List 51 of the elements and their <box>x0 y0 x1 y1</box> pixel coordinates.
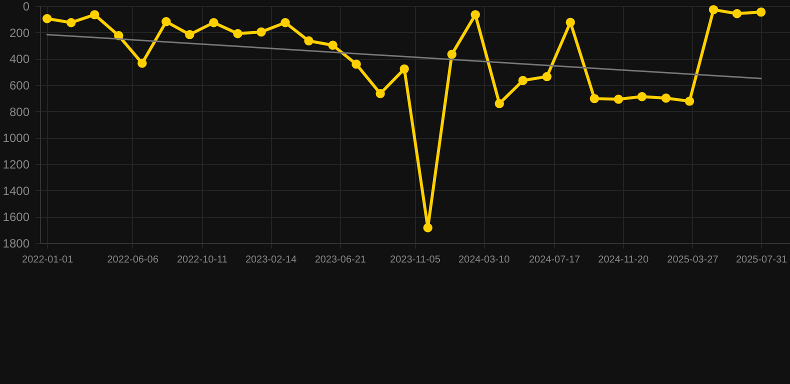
y-tick-label: 200 <box>9 26 30 40</box>
x-tick-label: 2024-03-10 <box>458 254 510 266</box>
point <box>614 94 624 104</box>
point <box>138 58 147 68</box>
point <box>280 18 290 28</box>
point <box>732 9 742 18</box>
point <box>233 29 242 38</box>
point <box>256 27 266 37</box>
point <box>470 10 480 20</box>
point <box>566 18 576 27</box>
point <box>447 50 456 59</box>
y-tick-label: 1800 <box>2 236 30 250</box>
y-tick-label: 600 <box>9 78 30 92</box>
y-tick-label: 1600 <box>2 210 30 224</box>
point <box>328 40 338 50</box>
x-tick-label: 2023-02-14 <box>245 254 298 266</box>
x-tick-label: 2025-07-31 <box>736 254 788 266</box>
x-tick-label: 2022-10-11 <box>176 254 228 266</box>
point <box>684 96 694 106</box>
point <box>637 92 647 102</box>
y-tick-label: 0 <box>22 0 30 14</box>
x-tick-label: 2024-11-20 <box>598 254 649 266</box>
point <box>590 94 600 104</box>
point <box>542 72 552 82</box>
point <box>162 17 171 26</box>
point <box>518 76 528 86</box>
point <box>400 64 409 74</box>
x-tick-label: 2022-06-06 <box>107 254 159 266</box>
point <box>90 10 100 20</box>
y-tick-label: 400 <box>9 52 30 66</box>
point <box>661 94 671 103</box>
y-tick-label: 1200 <box>2 158 30 172</box>
point <box>66 18 76 28</box>
x-tick-label: 2024-07-17 <box>528 254 581 266</box>
x-tick-label: 2023-06-21 <box>314 254 366 266</box>
point <box>185 30 194 40</box>
point <box>352 60 361 69</box>
y-tick-label: 1400 <box>2 184 30 198</box>
x-tick-label: 2025-03-27 <box>667 254 719 266</box>
point <box>423 223 432 232</box>
point <box>708 5 718 14</box>
point <box>209 18 218 28</box>
point <box>376 88 385 98</box>
point <box>494 98 504 108</box>
y-tick-label: 800 <box>9 104 30 119</box>
x-tick-label: 2022-01-01 <box>22 254 74 266</box>
x-tick-label: 2023-11-05 <box>390 254 441 266</box>
point <box>304 36 314 46</box>
point <box>42 14 52 24</box>
point <box>756 7 766 17</box>
y-tick-label: 1000 <box>2 131 30 146</box>
